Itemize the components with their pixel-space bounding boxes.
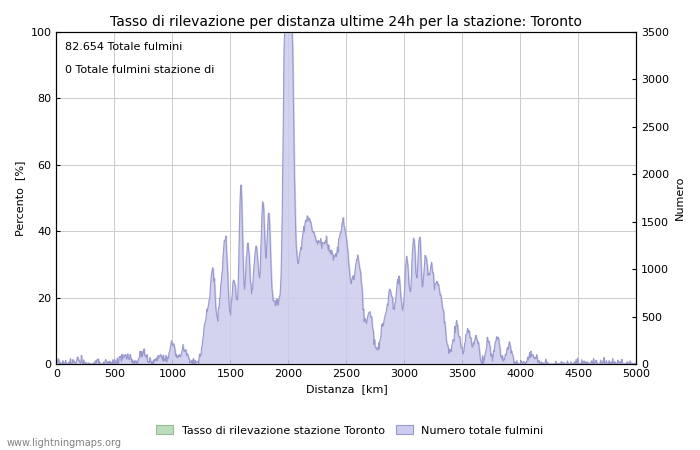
Text: 0 Totale fulmini stazione di: 0 Totale fulmini stazione di [65, 65, 214, 75]
Y-axis label: Numero: Numero [675, 176, 685, 220]
Text: www.lightningmaps.org: www.lightningmaps.org [7, 438, 122, 448]
Legend: Tasso di rilevazione stazione Toronto, Numero totale fulmini: Tasso di rilevazione stazione Toronto, N… [152, 421, 548, 440]
Title: Tasso di rilevazione per distanza ultime 24h per la stazione: Toronto: Tasso di rilevazione per distanza ultime… [111, 15, 582, 29]
Text: 82.654 Totale fulmini: 82.654 Totale fulmini [65, 41, 183, 52]
X-axis label: Distanza  [km]: Distanza [km] [306, 384, 387, 395]
Y-axis label: Percento  [%]: Percento [%] [15, 160, 25, 235]
